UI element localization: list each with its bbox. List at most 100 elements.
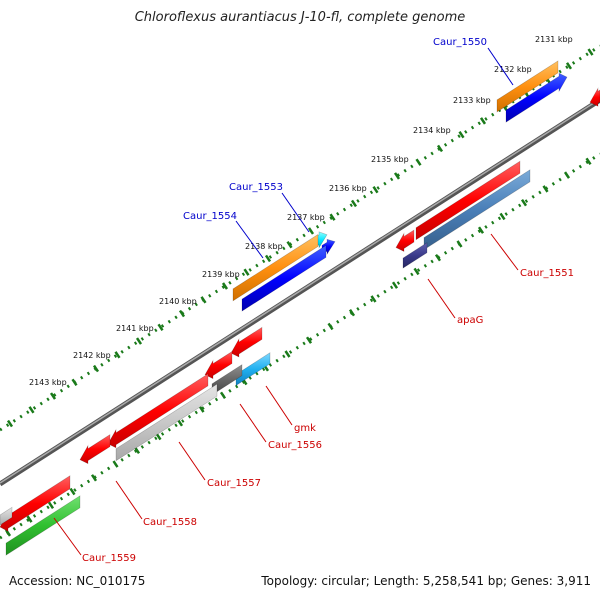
ruler-tick xyxy=(112,460,119,468)
gene-label-caur-1554[interactable]: Caur_1554 xyxy=(183,211,237,222)
ruler-tick xyxy=(155,432,162,441)
leader-gmk xyxy=(265,385,293,426)
feature-red-far-left[interactable] xyxy=(0,475,71,532)
topology-text: Topology: circular; Length: 5,258,541 bp… xyxy=(261,574,591,588)
gene-label-caur-1550[interactable]: Caur_1550 xyxy=(433,37,487,48)
ruler-tick xyxy=(47,501,55,510)
ruler-tick xyxy=(305,336,313,344)
outer-ruler-ticks xyxy=(6,48,594,428)
feature-gmk[interactable] xyxy=(235,352,271,387)
ruler-tick xyxy=(327,322,334,331)
ruler-tick xyxy=(49,392,57,400)
ruler-tick xyxy=(479,117,487,125)
feature-light-far-left[interactable] xyxy=(0,506,13,526)
feature-caur-1559[interactable] xyxy=(5,495,81,556)
feature-small-red[interactable] xyxy=(395,229,415,252)
ruler-tick xyxy=(219,391,227,399)
leader-caur-1559 xyxy=(53,517,82,556)
feature-caur-1554-blue[interactable] xyxy=(241,244,327,312)
ruler-tick xyxy=(114,351,121,359)
inner-ruler xyxy=(0,152,600,540)
genome-backbone xyxy=(0,97,600,487)
feature-red-long[interactable] xyxy=(107,373,209,449)
ruler-label: 2139 kbp xyxy=(202,270,240,279)
ruler-label: 2143 kbp xyxy=(29,378,67,387)
ruler-label: 2132 kbp xyxy=(494,65,532,74)
ruler-label: 2135 kbp xyxy=(371,155,409,164)
feature-caur-1554-orange[interactable] xyxy=(232,233,319,302)
ruler-label: 2141 kbp xyxy=(116,324,154,333)
ruler-tick xyxy=(284,350,291,358)
feature-caur-1558[interactable] xyxy=(79,434,111,465)
leader-apag xyxy=(427,278,456,319)
ruler-label: 2136 kbp xyxy=(329,184,367,193)
leader-caur-1550 xyxy=(487,47,514,86)
ruler-tick xyxy=(26,515,33,523)
feature-caur-1551-red[interactable] xyxy=(415,160,521,241)
ruler-tick xyxy=(585,157,592,166)
ruler-tick xyxy=(178,309,186,318)
accession-text: Accession: NC_010175 xyxy=(9,574,146,588)
ruler-label: 2137 kbp xyxy=(287,213,325,222)
feature-apag[interactable] xyxy=(402,242,428,269)
ruler-tick xyxy=(264,254,272,263)
ruler-tick xyxy=(135,337,143,345)
ruler-tick xyxy=(329,213,336,221)
ruler-tick xyxy=(542,185,549,193)
feature-caur-1550-rna[interactable] xyxy=(496,60,559,113)
ruler-tick xyxy=(243,268,250,276)
gene-label-caur-1551[interactable]: Caur_1551 xyxy=(520,268,574,279)
leader-caur-1556 xyxy=(239,403,267,443)
ruler-tick xyxy=(436,144,444,153)
ruler-tick xyxy=(4,529,12,537)
ruler-tick xyxy=(520,198,528,207)
feature-red-upper-1[interactable] xyxy=(230,326,263,358)
ruler-tick xyxy=(200,296,207,304)
ruler-tick xyxy=(28,406,35,414)
feature-red-upper-2[interactable] xyxy=(204,350,233,380)
feature-caur-1550-cds[interactable] xyxy=(505,72,568,123)
ruler-tick xyxy=(6,419,14,428)
gene-label-caur-1558[interactable]: Caur_1558 xyxy=(143,517,197,528)
ruler-tick xyxy=(350,199,358,208)
ruler-tick xyxy=(198,405,205,413)
leader-caur-1553 xyxy=(281,192,310,233)
ruler-tick xyxy=(477,226,485,234)
ruler-tick xyxy=(92,364,100,373)
ruler-tick xyxy=(456,240,463,248)
ruler-tick xyxy=(133,446,141,455)
ruler-tick xyxy=(565,62,573,70)
ruler-tick xyxy=(563,171,571,179)
genome-backbone-highlight xyxy=(0,98,600,484)
ruler-label: 2140 kbp xyxy=(159,297,197,306)
ruler-tick xyxy=(587,48,594,56)
ruler-tick xyxy=(286,241,293,249)
ruler-label: 2131 kbp xyxy=(535,35,573,44)
feature-edge-cds[interactable] xyxy=(589,87,600,107)
leader-caur-1557 xyxy=(178,441,206,481)
map-title: Chloroflexus aurantiacus J-10-fl, comple… xyxy=(134,10,466,25)
ruler-label: 2138 kbp xyxy=(245,242,283,251)
ruler-tick xyxy=(157,323,164,331)
ruler-tick xyxy=(370,295,377,303)
ruler-tick xyxy=(499,212,506,221)
ruler-tick xyxy=(176,419,184,427)
gene-label-caur-1556[interactable]: Caur_1556 xyxy=(268,440,322,451)
gene-label-caur-1559[interactable]: Caur_1559 xyxy=(82,553,136,564)
ruler-tick xyxy=(413,267,420,276)
feature-caur-1557[interactable] xyxy=(115,383,218,462)
gene-label-apag[interactable]: apaG xyxy=(457,315,483,326)
ruler-tick xyxy=(372,185,379,194)
ruler-tick xyxy=(71,378,78,387)
leader-caur-1551 xyxy=(490,233,519,271)
ruler-label: 2133 kbp xyxy=(453,96,491,105)
gene-label-caur-1557[interactable]: Caur_1557 xyxy=(207,478,261,489)
ruler-label: 2134 kbp xyxy=(413,126,451,135)
ruler-tick xyxy=(434,253,442,262)
gene-label-gmk[interactable]: gmk xyxy=(294,423,316,434)
leader-caur-1558 xyxy=(115,480,143,520)
ruler-tick xyxy=(221,282,229,290)
ruler-tick xyxy=(348,309,356,317)
gene-label-caur-1553[interactable]: Caur_1553 xyxy=(229,182,283,193)
